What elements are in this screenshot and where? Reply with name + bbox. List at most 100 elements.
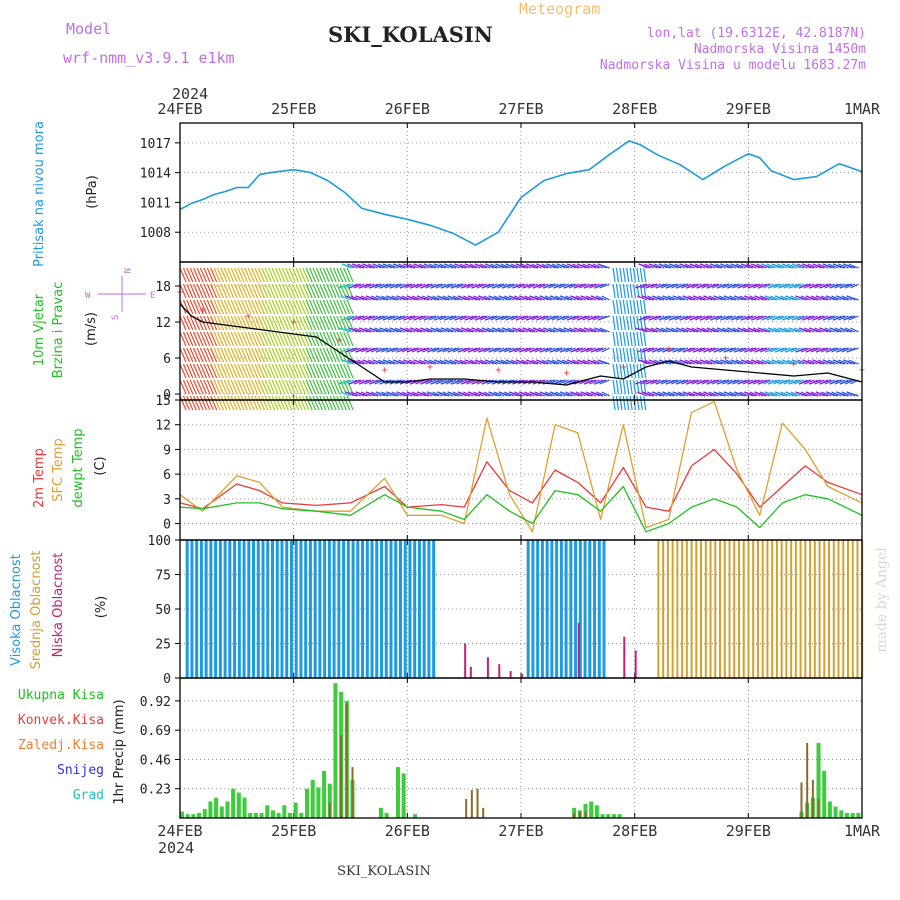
wind-arrow-shaft	[622, 299, 626, 315]
wind-arrow-shaft	[291, 267, 300, 283]
mid-cloud-bar	[771, 540, 774, 678]
wind-arrow-shaft	[372, 315, 385, 321]
wind-arrow-shaft	[244, 283, 252, 299]
wind-arrow-shaft	[587, 315, 600, 321]
wind-arrow-shaft	[377, 263, 389, 269]
wind-arrow-shaft	[406, 391, 419, 397]
wind-arrow-shaft	[193, 283, 201, 299]
wind-arrow-shaft	[288, 315, 296, 331]
wind-arrow-shaft	[594, 327, 607, 333]
wind-arrow-shaft	[501, 327, 515, 333]
wind-arrow-shaft	[326, 283, 334, 299]
wind-arrow-shaft	[582, 263, 593, 269]
wind-arrow-shaft	[234, 267, 242, 283]
wind-arrow-shaft	[774, 391, 788, 397]
wind-arrow	[227, 267, 235, 411]
wind-arrow-shaft	[555, 295, 566, 301]
wind-arrow-shaft	[326, 395, 334, 411]
wind-arrow-shaft	[406, 295, 419, 301]
wind-arrow-shaft	[583, 327, 597, 333]
wind-arrow-shaft	[681, 327, 692, 333]
wind-arrow-shaft	[804, 283, 815, 289]
rain-bar	[316, 787, 321, 818]
gust-mark: +	[666, 344, 672, 355]
wind-arrow-shaft	[206, 283, 214, 299]
wind-arrow-shaft	[365, 295, 378, 301]
wind-arrow-shaft	[766, 315, 777, 321]
wind-arrow-shaft	[398, 359, 409, 365]
wind-arrow-shaft	[251, 395, 259, 411]
wind-arrow-shaft	[592, 263, 604, 269]
high-cloud-bar	[408, 540, 412, 678]
wind-arrow-shaft	[514, 391, 525, 397]
wind-arrow-shaft	[271, 315, 279, 331]
wind-arrow-shaft	[505, 315, 518, 321]
wind-arrow-shaft	[773, 379, 784, 385]
mid-cloud-bar	[747, 540, 750, 678]
wind-arrow-shaft	[643, 363, 647, 379]
wind-arrow-shaft	[749, 391, 760, 397]
wind-arrow-shaft	[570, 295, 583, 301]
wind-arrow-shaft	[309, 299, 317, 315]
wind-arrow-shaft	[565, 391, 576, 397]
high-cloud-bar	[289, 540, 293, 678]
wind-arrow-shaft	[703, 391, 716, 397]
mid-cloud-bar	[823, 540, 826, 678]
wind-arrow-shaft	[186, 347, 194, 363]
wind-arrow	[179, 267, 187, 411]
gust-mark: +	[336, 335, 342, 346]
wind-arrow-shaft	[288, 363, 296, 379]
wind-arrow-shaft	[322, 363, 330, 379]
wind-arrow-shaft	[821, 295, 832, 301]
wind-arrow-shaft	[372, 263, 385, 269]
wind-arrow-shaft	[612, 267, 616, 283]
mid-cloud-bar	[742, 540, 745, 678]
wind-arrow-shaft	[372, 359, 385, 365]
wind-arrow-shaft	[653, 263, 665, 269]
wind-arrow-shaft	[750, 359, 764, 365]
rain-bar	[208, 801, 213, 818]
pressure-label: Pritisak na nivou mora	[32, 121, 47, 267]
gust-mark: +	[495, 365, 501, 376]
wind-arrow-shaft	[442, 391, 454, 397]
wind-arrow-shaft	[257, 347, 265, 363]
mid-cloud-bar	[700, 540, 703, 678]
wind-arrow-shaft	[771, 359, 784, 365]
wind-arrow-shaft	[329, 283, 337, 299]
wind-arrow-shaft	[444, 315, 457, 321]
wind-arrow-shaft	[544, 391, 556, 397]
wind-arrow-shaft	[671, 283, 682, 289]
wind-arrow-shaft	[572, 359, 583, 365]
wind-arrow-shaft	[827, 263, 839, 269]
wind-arrow-shaft	[660, 327, 672, 333]
wind-arrow-shaft	[561, 263, 573, 269]
wind-arrow-shaft	[457, 295, 471, 301]
wind-arrow-shaft	[615, 283, 620, 299]
wind-arrow-shaft	[790, 295, 801, 301]
wind-arrow-shaft	[619, 363, 623, 379]
wind-arrow-shaft	[271, 395, 279, 411]
wind-arrow-shaft	[481, 283, 494, 289]
wind-arrow-shaft	[601, 391, 610, 397]
wind-arrow-shaft	[210, 379, 218, 395]
wind-arrow-shaft	[227, 331, 235, 347]
wind-arrow-shaft	[319, 363, 327, 379]
wind-arrow-shaft	[268, 363, 276, 379]
wind-arrow-shaft	[763, 283, 774, 289]
wind-arrow-shaft	[757, 327, 771, 333]
wind-arrow-shaft	[667, 391, 679, 397]
wind-arrow-shaft	[206, 331, 214, 347]
mid-cloud-bar	[828, 540, 831, 678]
wind-arrow-shaft	[597, 315, 610, 321]
wind-arrow-shaft	[694, 359, 706, 365]
wind-arrow-shaft	[452, 347, 464, 353]
wind-arrow-shaft	[357, 359, 368, 365]
wind-arrow-shaft	[189, 267, 197, 283]
wind-arrow-shaft	[422, 347, 433, 353]
wind-arrow-shaft	[515, 263, 529, 269]
year-label-top: 2024	[172, 85, 208, 103]
wind-arrow-shaft	[553, 379, 566, 385]
wind-arrow-shaft	[729, 295, 740, 301]
wind-arrow-shaft	[716, 327, 730, 333]
